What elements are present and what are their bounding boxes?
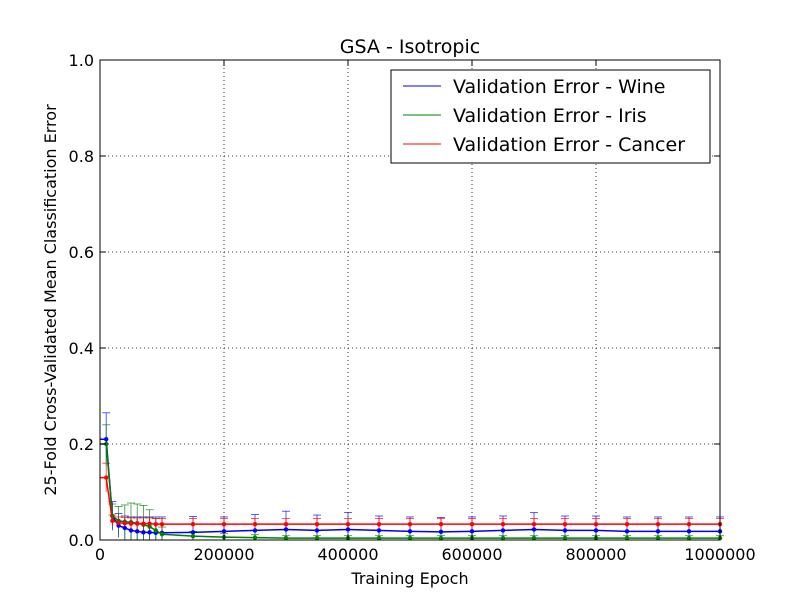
point-cancer xyxy=(122,521,128,526)
point-iris xyxy=(686,535,692,541)
point-wine xyxy=(122,525,128,531)
point-iris xyxy=(190,533,196,539)
point-iris xyxy=(283,535,289,541)
point-cancer xyxy=(159,521,165,527)
x-tick-label: 800000 xyxy=(565,545,626,564)
point-wine xyxy=(141,530,146,535)
y-tick-label: 0.4 xyxy=(69,339,94,358)
point-iris xyxy=(655,535,661,541)
point-iris xyxy=(531,535,537,541)
point-cancer xyxy=(283,521,289,527)
point-cancer xyxy=(500,521,506,527)
x-tick-label: 200000 xyxy=(193,545,254,564)
y-tick-label: 0.8 xyxy=(69,147,94,166)
point-cancer xyxy=(141,521,146,526)
point-iris xyxy=(252,535,258,540)
chart-title: GSA - Isotropic xyxy=(340,36,480,58)
point-cancer xyxy=(469,521,475,527)
series-lines xyxy=(100,437,723,541)
point-cancer xyxy=(531,521,537,527)
point-cancer xyxy=(562,521,568,527)
point-wine xyxy=(624,529,630,534)
point-cancer xyxy=(624,521,630,527)
point-wine xyxy=(655,529,661,534)
point-wine xyxy=(135,529,140,534)
point-cancer xyxy=(221,521,227,527)
point-cancer xyxy=(345,521,351,527)
y-tick-label: 1.0 xyxy=(69,51,94,70)
x-tick-label: 0 xyxy=(95,545,105,564)
point-cancer xyxy=(593,521,599,527)
point-iris xyxy=(314,535,320,541)
x-tick-label: 1000000 xyxy=(684,545,755,564)
point-cancer xyxy=(128,521,134,526)
legend-label-wine: Validation Error - Wine xyxy=(453,76,666,98)
point-iris xyxy=(376,535,382,541)
point-wine xyxy=(104,437,109,442)
x-tick-label: 400000 xyxy=(317,545,378,564)
point-iris xyxy=(104,441,109,447)
point-wine xyxy=(531,527,537,532)
point-iris xyxy=(562,535,568,541)
point-wine xyxy=(283,527,289,532)
y-tick-label: 0.6 xyxy=(69,243,94,262)
point-cancer xyxy=(407,521,413,527)
plot-frame xyxy=(99,59,721,541)
point-wine xyxy=(190,530,196,535)
point-cancer xyxy=(147,521,152,526)
point-cancer xyxy=(314,521,320,527)
y-tick-label: 0.2 xyxy=(69,435,94,454)
point-cancer xyxy=(686,521,692,527)
legend-label-iris: Validation Error - Iris xyxy=(453,105,647,127)
point-wine xyxy=(221,529,227,534)
point-iris xyxy=(438,535,444,541)
axis-ticks: 0 200000 400000 600000 800000 1000000 0.0 0.2 0.… xyxy=(69,51,756,564)
point-wine xyxy=(562,528,568,533)
point-wine xyxy=(469,529,475,534)
point-wine xyxy=(345,527,351,532)
point-cancer xyxy=(438,521,444,527)
point-wine xyxy=(407,529,413,534)
point-cancer xyxy=(110,518,115,523)
point-wine xyxy=(128,528,134,533)
point-wine xyxy=(376,528,382,533)
x-axis-label: Training Epoch xyxy=(350,569,468,588)
point-wine xyxy=(147,530,152,535)
point-iris xyxy=(153,528,158,533)
point-wine xyxy=(314,528,320,533)
point-cancer xyxy=(104,475,109,480)
point-iris xyxy=(500,535,506,541)
point-cancer xyxy=(376,521,382,527)
point-wine xyxy=(500,528,506,533)
x-tick-label: 600000 xyxy=(441,545,502,564)
y-axis-label: 25-Fold Cross-Validated Mean Classificat… xyxy=(41,104,60,496)
point-wine xyxy=(252,528,258,533)
point-wine xyxy=(438,529,444,535)
point-cancer xyxy=(655,521,661,527)
point-wine xyxy=(593,528,599,533)
point-iris xyxy=(624,535,630,541)
legend-box xyxy=(390,69,711,164)
point-iris xyxy=(159,532,165,537)
legend-label-cancer: Validation Error - Cancer xyxy=(453,134,685,156)
point-cancer xyxy=(252,521,258,527)
point-cancer xyxy=(190,521,196,527)
point-cancer xyxy=(135,521,140,526)
point-iris xyxy=(407,535,413,541)
point-wine xyxy=(686,529,692,534)
y-tick-label: 0.0 xyxy=(69,531,94,550)
point-cancer xyxy=(153,521,158,527)
point-cancer xyxy=(116,520,121,525)
legend: Validation Error - Wine Validation Error… xyxy=(390,69,711,164)
